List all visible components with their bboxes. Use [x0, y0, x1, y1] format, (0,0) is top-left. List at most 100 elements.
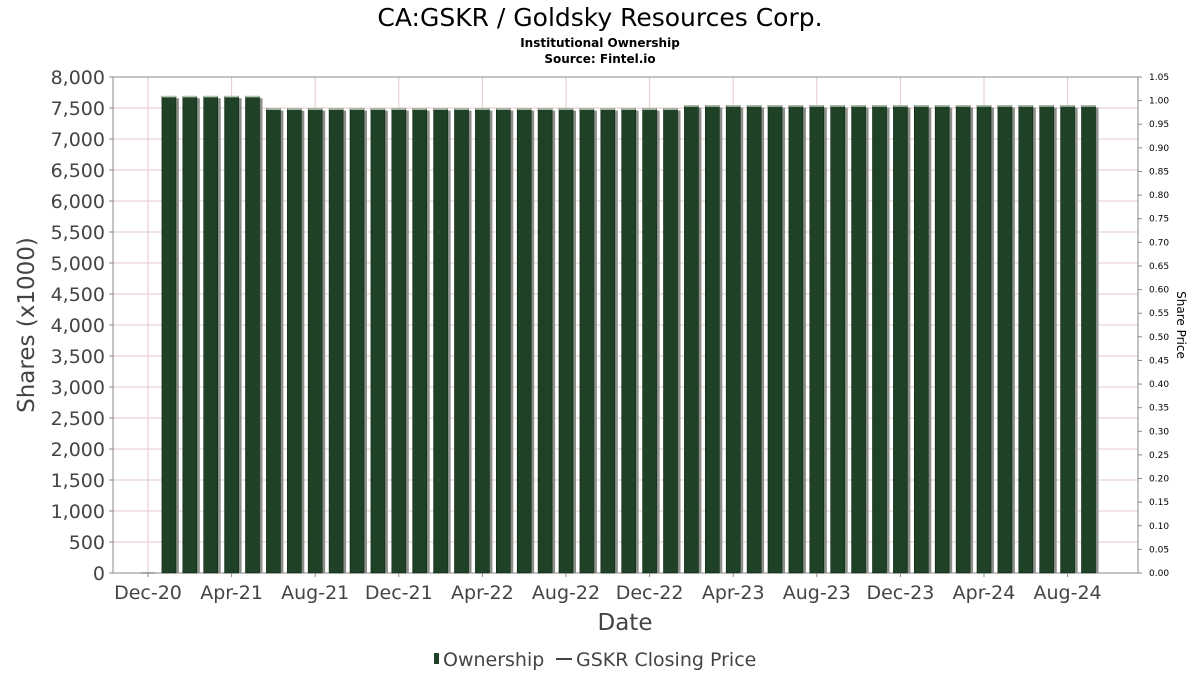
y2-axis-ticks: 0.00 0.05 0.10 0.15 0.20 0.25 0.30 0.35 0.40 0.45… — [1138, 73, 1169, 579]
bar — [746, 105, 762, 574]
x-tick-label: Apr-22 — [451, 582, 514, 604]
bar — [475, 108, 490, 574]
bar — [286, 108, 302, 574]
bar — [454, 108, 469, 574]
y2-tick-label: 0.85 — [1149, 167, 1169, 177]
x-tick-label: Aug-21 — [281, 582, 349, 604]
chart-subtitle: Institutional Ownership — [520, 36, 680, 50]
legend-ownership-label: Ownership — [443, 649, 544, 671]
bar — [307, 108, 323, 574]
bar — [851, 105, 866, 574]
bars — [141, 95, 1099, 574]
y-tick-label: 3,000 — [51, 377, 105, 399]
bar — [537, 108, 553, 574]
bar — [516, 108, 532, 574]
y-tick-label: 4,000 — [51, 315, 105, 337]
x-tick-label: Apr-24 — [953, 582, 1016, 604]
bar — [893, 105, 908, 574]
y-tick-label: 2,500 — [51, 408, 105, 430]
bar — [976, 105, 992, 574]
bar — [558, 108, 574, 574]
chart-source: Source: Fintel.io — [544, 52, 655, 66]
bar — [1018, 105, 1034, 574]
y2-tick-label: 0.00 — [1149, 569, 1169, 579]
bar — [391, 108, 407, 574]
bar — [495, 108, 511, 574]
bar — [997, 105, 1013, 574]
x-tick-label: Dec-22 — [616, 582, 684, 604]
x-tick-label: Aug-22 — [532, 582, 600, 604]
y2-tick-label: 0.05 — [1149, 545, 1169, 555]
y-tick-label: 3,500 — [51, 346, 105, 368]
x-tick-label: Aug-23 — [783, 582, 851, 604]
y2-tick-label: 0.70 — [1149, 238, 1169, 248]
y-tick-label: 500 — [69, 532, 105, 554]
bar — [266, 108, 281, 574]
bar — [642, 108, 657, 574]
x-axis-ticks: Dec-20 Apr-21 Aug-21 Dec-21 Apr-22 Aug-22 Dec-… — [114, 573, 1102, 604]
y2-tick-label: 0.10 — [1149, 522, 1169, 532]
y-tick-label: 4,500 — [51, 284, 105, 306]
bar — [830, 105, 846, 574]
bar — [579, 108, 595, 574]
bar — [412, 108, 428, 574]
bar — [663, 108, 678, 574]
y2-tick-label: 0.15 — [1149, 498, 1169, 508]
x-tick-label: Dec-20 — [114, 582, 182, 604]
y-tick-label: 7,000 — [51, 129, 105, 151]
y2-tick-label: 1.05 — [1149, 73, 1169, 83]
y2-tick-label: 0.20 — [1149, 475, 1169, 485]
y-axis-ticks: 0 500 1,000 1,500 2,000 2,500 3,000 3,500 4,000 4… — [51, 67, 113, 585]
bar — [913, 105, 929, 574]
bar — [182, 95, 198, 574]
y-tick-label: 6,000 — [51, 191, 105, 213]
y2-tick-label: 0.65 — [1149, 262, 1169, 272]
bar — [872, 105, 887, 574]
y-tick-label: 2,000 — [51, 439, 105, 461]
legend-ownership-swatch — [434, 653, 439, 664]
y-tick-label: 8,000 — [51, 67, 105, 89]
y-tick-label: 5,500 — [51, 222, 105, 244]
bar — [370, 108, 386, 574]
bar — [934, 105, 950, 574]
y2-tick-label: 0.35 — [1149, 404, 1169, 414]
bar — [349, 108, 365, 574]
y-tick-label: 7,500 — [51, 98, 105, 120]
y-tick-label: 6,500 — [51, 160, 105, 182]
y2-tick-label: 0.40 — [1149, 380, 1169, 390]
bar — [1081, 105, 1096, 574]
x-axis-label: Date — [598, 610, 653, 636]
y2-tick-label: 0.50 — [1149, 333, 1169, 343]
bar — [1060, 105, 1075, 574]
y2-tick-label: 0.60 — [1149, 286, 1169, 296]
x-tick-label: Dec-23 — [866, 582, 934, 604]
y2-tick-label: 0.30 — [1149, 427, 1169, 437]
bar — [621, 108, 637, 574]
legend: Ownership GSKR Closing Price — [434, 649, 756, 671]
bar — [684, 105, 699, 574]
y2-tick-label: 0.75 — [1149, 215, 1169, 225]
x-tick-label: Apr-23 — [702, 582, 765, 604]
bar — [704, 105, 720, 574]
x-tick-label: Apr-21 — [200, 582, 263, 604]
y2-axis-label: Share Price — [1174, 291, 1188, 359]
bar — [600, 108, 616, 574]
bar — [224, 95, 239, 574]
y2-tick-label: 0.90 — [1149, 144, 1169, 154]
x-tick-label: Aug-24 — [1034, 582, 1102, 604]
y2-tick-label: 0.55 — [1149, 309, 1169, 319]
y-axis-label: Shares (x1000) — [14, 237, 40, 413]
y-tick-label: 5,000 — [51, 253, 105, 275]
bar — [433, 108, 448, 574]
y-tick-label: 0 — [93, 563, 105, 585]
bar — [955, 105, 971, 574]
bar — [245, 95, 260, 574]
bar — [161, 95, 177, 574]
y2-tick-label: 0.25 — [1149, 451, 1169, 461]
y2-tick-label: 0.80 — [1149, 191, 1169, 201]
bar — [767, 105, 783, 574]
bar — [788, 105, 804, 574]
chart-title: CA:GSKR / Goldsky Resources Corp. — [377, 3, 822, 32]
y2-tick-label: 0.45 — [1149, 356, 1169, 366]
